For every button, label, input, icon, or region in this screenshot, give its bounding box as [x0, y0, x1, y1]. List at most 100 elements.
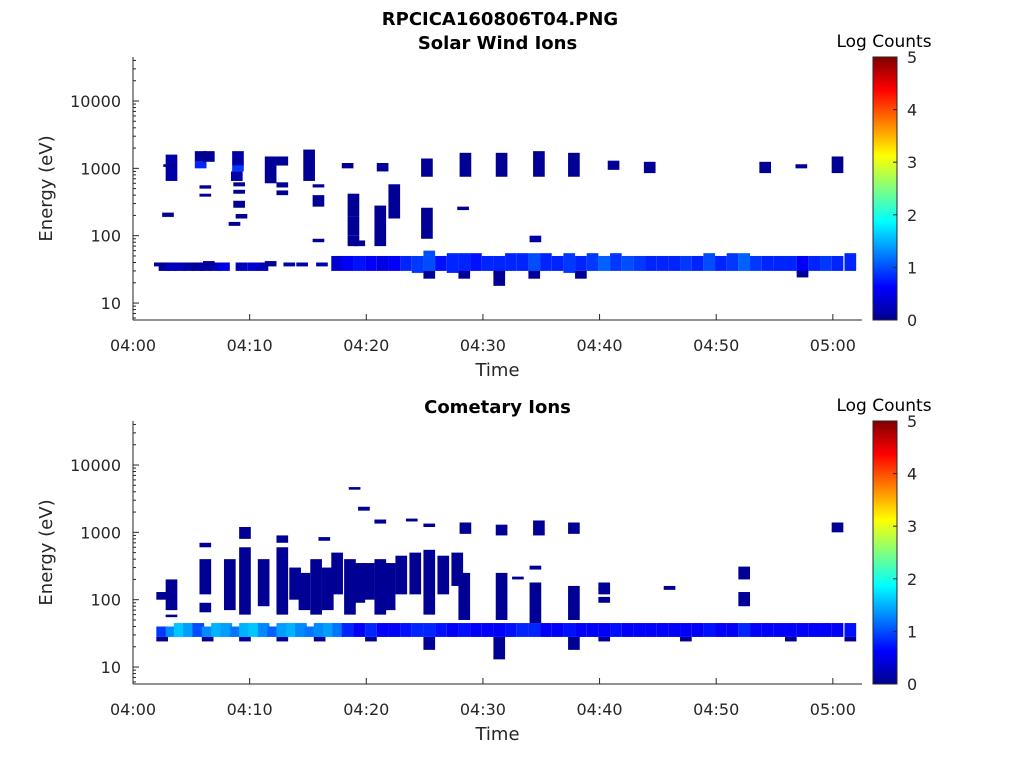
heatmap-cell — [229, 626, 242, 637]
x-tick-label: 05:00 — [810, 700, 856, 719]
heatmap-cell — [276, 535, 289, 543]
heatmap-cell — [421, 158, 433, 177]
heatmap-cell — [607, 160, 620, 170]
heatmap-cell — [173, 623, 186, 637]
heatmap-cell — [199, 602, 212, 613]
heatmap-cell — [233, 182, 245, 187]
heatmap-cell — [374, 519, 387, 524]
heatmap-cell — [773, 255, 786, 271]
heatmap-cell — [575, 623, 587, 637]
x-tick-label: 04:00 — [110, 336, 156, 355]
heatmap-cell — [458, 270, 471, 279]
heatmap-cell — [831, 156, 844, 174]
heatmap-cell — [289, 567, 301, 600]
heatmap-cell — [610, 623, 622, 637]
heatmap-cell — [423, 623, 436, 637]
heatmap-cell — [844, 636, 857, 642]
colorbar-tick-label: 0 — [907, 675, 917, 694]
heatmap-cell — [374, 228, 387, 247]
y-tick-label: 1000 — [80, 159, 121, 178]
heatmap-cell — [353, 623, 366, 637]
heatmap-cell — [409, 552, 422, 595]
heatmap-cell — [738, 566, 751, 580]
heatmap-cell — [808, 255, 821, 271]
colorbar-label: Log Counts — [836, 396, 931, 416]
heatmap-cell — [750, 255, 762, 271]
heatmap-cell — [451, 552, 464, 586]
heatmap-cell — [376, 163, 389, 172]
heatmap-cell — [233, 189, 245, 194]
heatmap-cell — [738, 623, 751, 637]
heatmap-cell — [276, 182, 289, 188]
heatmap-cell — [528, 270, 541, 279]
heatmap-cell — [808, 623, 821, 637]
heatmap-cell — [276, 156, 289, 166]
heatmap-cell — [347, 193, 360, 217]
colorbar-tick-label: 3 — [907, 153, 917, 172]
heatmap-cell — [680, 623, 692, 637]
heatmap-cell — [235, 213, 248, 219]
heatmap-cell — [529, 582, 542, 624]
heatmap-cell — [796, 623, 809, 637]
heatmap-cell — [411, 623, 424, 637]
x-tick-label: 04:10 — [227, 336, 273, 355]
heatmap-cell — [668, 255, 681, 271]
heatmap-cell — [233, 200, 245, 208]
heatmap-cell — [239, 636, 251, 642]
heatmap-cell — [353, 255, 366, 271]
heatmap-cell — [656, 623, 669, 637]
heatmap-cell — [316, 262, 328, 267]
heatmap-cell — [257, 623, 270, 637]
heatmap-cell — [313, 636, 326, 642]
heatmap-cell — [239, 547, 251, 615]
y-axis-label: Energy (eV) — [36, 135, 57, 241]
heatmap-cell — [726, 253, 739, 271]
heatmap-cell — [310, 559, 322, 615]
heatmap-cell — [383, 563, 396, 611]
heatmap-cell — [165, 262, 178, 271]
heatmap-cell — [844, 623, 857, 637]
heatmap-cell — [795, 164, 808, 169]
heatmap-cell — [645, 623, 657, 637]
heatmap-cell — [331, 255, 343, 271]
colorbar-tick-label: 4 — [907, 101, 917, 120]
heatmap-cell — [228, 221, 241, 226]
x-tick-label: 04:30 — [460, 700, 506, 719]
heatmap-cell — [341, 623, 354, 637]
heatmap-cell — [528, 253, 541, 273]
heatmap-cell — [435, 255, 447, 271]
heatmap-cell — [435, 623, 447, 637]
y-tick-label: 10 — [101, 294, 121, 313]
heatmap-cell — [353, 240, 366, 247]
x-tick-label: 04:20 — [343, 700, 389, 719]
heatmap-cell — [633, 623, 646, 637]
colorbar-label: Log Counts — [836, 32, 931, 52]
heatmap-cell — [516, 623, 529, 637]
x-tick-label: 04:30 — [460, 336, 506, 355]
heatmap-cell — [374, 205, 387, 229]
heatmap-cell — [165, 579, 178, 611]
heatmap-cell — [199, 193, 212, 197]
y-tick-label: 10000 — [70, 92, 121, 111]
heatmap-cell — [831, 623, 844, 637]
heatmap-cell — [481, 255, 494, 271]
heatmap-cell — [165, 154, 178, 164]
colorbar-tick-label: 4 — [907, 465, 917, 484]
heatmap-cell — [691, 623, 704, 637]
heatmap-cell — [321, 567, 334, 611]
heatmap-cell — [285, 623, 298, 637]
y-tick-label: 100 — [90, 591, 121, 610]
heatmap-cell — [563, 623, 576, 637]
y-axis-label: Energy (eV) — [36, 499, 57, 605]
figure-title: RPCICA160806T04.PNG — [382, 9, 618, 30]
heatmap-cell — [446, 623, 459, 637]
heatmap-cell — [239, 527, 251, 539]
heatmap-cell — [493, 255, 506, 277]
heatmap-cell — [495, 524, 508, 536]
heatmap-cell — [759, 161, 772, 174]
heatmap-cell — [223, 559, 236, 611]
heatmap-cell — [540, 253, 552, 271]
heatmap-cell — [563, 253, 576, 273]
heatmap-cell — [199, 185, 212, 189]
